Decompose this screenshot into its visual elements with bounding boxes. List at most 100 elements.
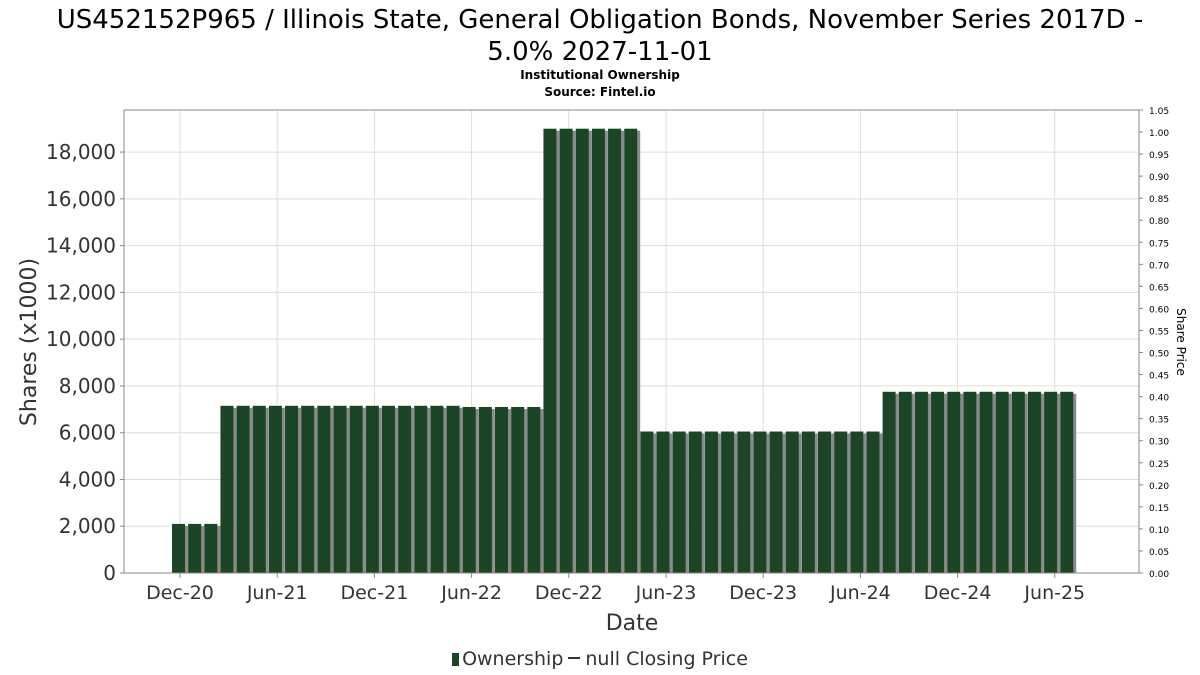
y2-tick-label: 0.20 — [1149, 482, 1169, 492]
bars — [172, 128, 1077, 573]
bar — [721, 431, 735, 573]
bar — [1044, 391, 1058, 573]
bar — [398, 405, 412, 573]
bar — [624, 128, 638, 573]
ownership-swatch — [452, 653, 460, 666]
y2-tick-label: 0.95 — [1149, 151, 1169, 161]
x-tick-label: Dec-20 — [146, 582, 214, 604]
bar — [317, 405, 331, 573]
plot-frame — [123, 109, 1140, 574]
bar — [914, 391, 928, 573]
y-axis: 0 2,000 4,000 6,000 8,000 10,000 12,000 14,000 1… — [46, 140, 124, 585]
bar — [511, 406, 525, 573]
bar — [931, 391, 945, 573]
bar — [704, 431, 718, 573]
x-tick-label: Jun-22 — [440, 582, 502, 604]
bar — [527, 406, 541, 573]
y2-tick-label: 0.15 — [1149, 504, 1169, 514]
x-tick-label: Jun-21 — [246, 582, 308, 604]
bar — [656, 431, 670, 573]
y2-tick-label: 0.90 — [1149, 173, 1169, 183]
y2-tick-label: 0.50 — [1149, 350, 1169, 360]
y2-tick-label: 0.80 — [1149, 217, 1169, 227]
bar — [381, 405, 395, 573]
y-tick-label: 14,000 — [46, 234, 116, 258]
bar — [688, 431, 702, 573]
y2-tick-label: 0.45 — [1149, 372, 1169, 382]
y2-tick-label: 0.70 — [1149, 261, 1169, 271]
y2-axis: 0.00 0.05 0.10 0.15 0.20 0.25 0.30 0.35 0.40 0.45… — [1139, 107, 1169, 580]
bar — [737, 431, 751, 573]
y2-tick-label: 1.00 — [1149, 129, 1169, 139]
y-tick-label: 10,000 — [46, 327, 116, 351]
y2-tick-label: 0.40 — [1149, 394, 1169, 404]
y2-tick-label: 0.30 — [1149, 438, 1169, 448]
bar — [236, 405, 250, 573]
bar — [478, 406, 492, 573]
bar — [252, 405, 266, 573]
y2-axis-label: Share Price — [1174, 308, 1188, 376]
bar — [882, 391, 896, 573]
x-axis-label: Date — [606, 611, 659, 636]
x-tick-label: Dec-21 — [340, 582, 408, 604]
y-tick-label: 8,000 — [59, 374, 116, 398]
chart-source: Source: Fintel.io — [544, 85, 656, 99]
bar — [640, 431, 654, 573]
bar — [801, 431, 815, 573]
bar — [1060, 391, 1074, 573]
bar — [850, 431, 864, 573]
y2-tick-label: 0.60 — [1149, 305, 1169, 315]
y-tick-label: 12,000 — [46, 280, 116, 304]
bar — [268, 405, 282, 573]
bar — [430, 405, 444, 573]
legend-ownership: Ownership — [462, 648, 564, 670]
bar — [608, 128, 622, 573]
y2-tick-label: 0.85 — [1149, 195, 1169, 205]
bar — [898, 391, 912, 573]
x-tick-label: Jun-25 — [1023, 582, 1085, 604]
bar — [753, 431, 767, 573]
y-axis-label: Shares (x1000) — [17, 258, 42, 426]
bar — [220, 405, 234, 573]
y-tick-label: 6,000 — [59, 421, 116, 445]
chart-title-line-1: US452152P965 / Illinois State, General O… — [56, 5, 1144, 35]
bar — [301, 405, 315, 573]
price-line-swatch — [568, 657, 581, 659]
y-tick-label: 18,000 — [46, 140, 116, 164]
y-tick-label: 2,000 — [59, 514, 116, 538]
x-tick-label: Jun-24 — [829, 582, 891, 604]
chart-subtitle: Institutional Ownership — [520, 68, 680, 82]
bar — [818, 431, 831, 573]
bar — [1027, 391, 1041, 573]
bar — [1011, 391, 1025, 573]
bar — [204, 523, 218, 573]
bar — [188, 523, 202, 573]
y2-tick-label: 0.65 — [1149, 283, 1169, 293]
bar — [172, 523, 185, 573]
bar — [834, 431, 848, 573]
y-tick-label: 4,000 — [59, 467, 116, 491]
x-axis: Dec-20 Jun-21 Dec-21 Jun-22 Dec-22 Jun-23 Dec-… — [146, 573, 1085, 604]
bar — [979, 391, 993, 573]
bar — [543, 128, 557, 573]
legend: Ownership null Closing Price — [0, 648, 1200, 670]
y2-tick-label: 0.10 — [1149, 526, 1169, 536]
bar — [769, 431, 783, 573]
bar — [349, 405, 363, 573]
bar — [333, 405, 347, 573]
y2-tick-label: 0.05 — [1149, 548, 1169, 558]
bar — [462, 406, 476, 573]
bar — [414, 405, 428, 573]
y2-tick-label: 0.25 — [1149, 460, 1169, 470]
bar — [285, 405, 299, 573]
bar — [495, 406, 508, 573]
bar — [995, 391, 1009, 573]
bar — [963, 391, 977, 573]
bar — [672, 431, 686, 573]
y2-tick-label: 0.75 — [1149, 239, 1169, 249]
x-tick-label: Dec-24 — [924, 582, 992, 604]
chart-title-line-2: 5.0% 2027-11-01 — [487, 37, 713, 67]
bar — [575, 128, 589, 573]
y-tick-label: 16,000 — [46, 187, 116, 211]
